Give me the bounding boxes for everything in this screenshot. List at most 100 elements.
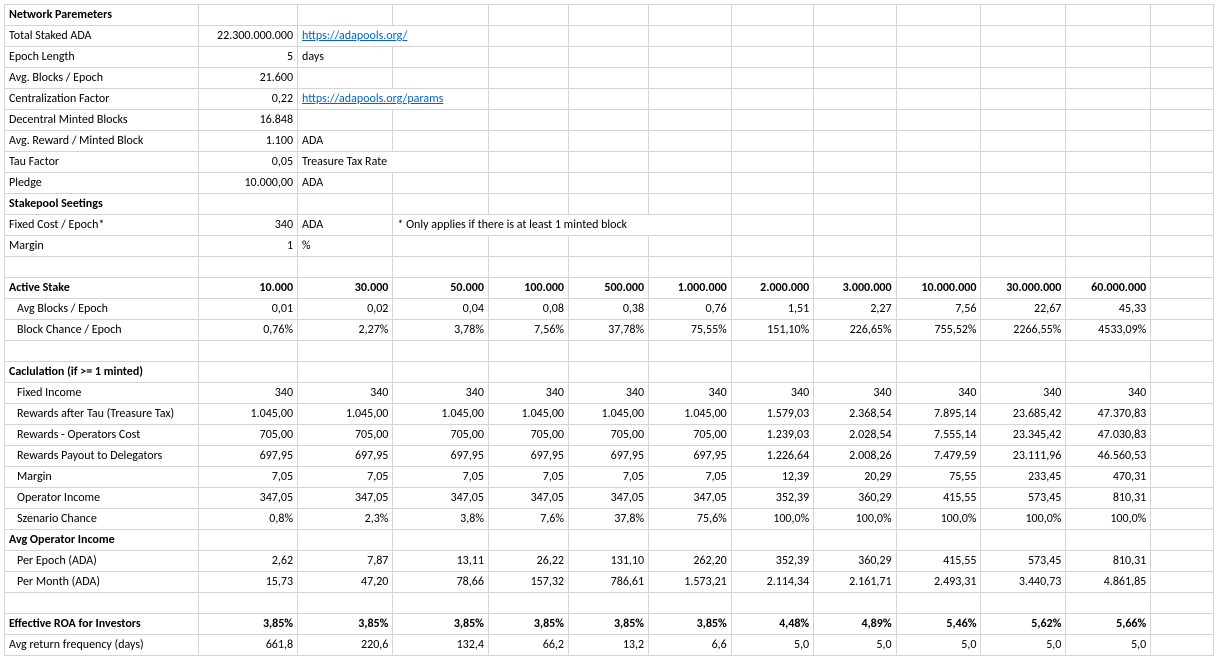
cell: 132,4 (393, 635, 489, 656)
cell: 12,39 (731, 467, 813, 488)
cell: 2,62 (198, 551, 297, 572)
cell: 4,48% (731, 614, 813, 635)
cell: 705,00 (488, 425, 568, 446)
row-fixed-income: Fixed Income 340 340 340 340 340 340 340… (5, 383, 1214, 404)
cell: 1.239,03 (731, 425, 813, 446)
label-margin: Margin (5, 236, 199, 257)
cell: 0,08 (488, 299, 568, 320)
value-tau: 0,05 (198, 152, 297, 173)
stake-header-3: 100.000 (488, 278, 568, 299)
cell: 340 (1066, 383, 1151, 404)
cell: 131,10 (568, 551, 648, 572)
row-block-chance: Block Chance / Epoch 0,76% 2,27% 3,78% 7… (5, 320, 1214, 341)
cell: 4.861,85 (1066, 572, 1151, 593)
cell: 7,05 (488, 467, 568, 488)
value-avg-reward: 1.100 (198, 131, 297, 152)
cell: 1.045,00 (393, 404, 489, 425)
section-network: Network Paremeters (5, 5, 199, 26)
cell: 47,20 (298, 572, 393, 593)
cell: 2.114,34 (731, 572, 813, 593)
stake-header-10: 60.000.000 (1066, 278, 1151, 299)
cell: 2,3% (298, 509, 393, 530)
section-calc: Caclulation (if >= 1 minted) (5, 362, 199, 383)
cell: 100,0% (981, 509, 1066, 530)
cell: 1.045,00 (298, 404, 393, 425)
row-avg-blocks: Avg Blocks / Epoch 0,01 0,02 0,04 0,08 0… (5, 299, 1214, 320)
label: Szenario Chance (5, 509, 199, 530)
cell: 15,73 (198, 572, 297, 593)
cell: 755,52% (896, 320, 981, 341)
cell: 1,51 (731, 299, 813, 320)
cell: 0,02 (298, 299, 393, 320)
label-total-staked: Total Staked ADA (5, 26, 199, 47)
cell: 78,66 (393, 572, 489, 593)
cell: 347,05 (568, 488, 648, 509)
cell: 697,95 (649, 446, 732, 467)
cell: 7.895,14 (896, 404, 981, 425)
cell: 7,05 (198, 467, 297, 488)
unit-avg-reward: ADA (298, 131, 393, 152)
cell: 7,05 (298, 467, 393, 488)
label-central-factor: Centralization Factor (5, 89, 199, 110)
cell: 13,11 (393, 551, 489, 572)
cell: 2,27 (814, 299, 896, 320)
note-fixed-cost: * Only applies if there is at least 1 mi… (393, 215, 731, 236)
unit-fixed-cost: ADA (298, 215, 393, 236)
cell: 1.579,03 (731, 404, 813, 425)
cell: 347,05 (298, 488, 393, 509)
cell: 2.368,54 (814, 404, 896, 425)
spreadsheet-table: Network Paremeters Total Staked ADA 22.3… (4, 4, 1214, 656)
label: Per Epoch (ADA) (5, 551, 199, 572)
label-decentral-blocks: Decentral Minted Blocks (5, 110, 199, 131)
cell: 66,2 (488, 635, 568, 656)
link-adapools[interactable]: https://adapools.org/ (298, 26, 489, 47)
cell: 705,00 (568, 425, 648, 446)
cell: 23.111,96 (981, 446, 1066, 467)
cell: 0,76% (198, 320, 297, 341)
cell: 3,85% (649, 614, 732, 635)
cell: 360,29 (814, 488, 896, 509)
cell: 340 (198, 383, 297, 404)
section-roa: Effective ROA for Investors (5, 614, 199, 635)
cell: 3,8% (393, 509, 489, 530)
label-avg-reward: Avg. Reward / Minted Block (5, 131, 199, 152)
row-roa: Effective ROA for Investors 3,85% 3,85% … (5, 614, 1214, 635)
row-freq: Avg return frequency (days) 661,8 220,6 … (5, 635, 1214, 656)
link-adapools-params[interactable]: https://adapools.org/params (298, 89, 489, 110)
cell: 5,46% (896, 614, 981, 635)
cell: 7,56 (896, 299, 981, 320)
label: Per Month (ADA) (5, 572, 199, 593)
cell: 470,31 (1066, 467, 1151, 488)
cell: 0,76 (649, 299, 732, 320)
cell: 810,31 (1066, 488, 1151, 509)
cell: 661,8 (198, 635, 297, 656)
cell: 5,66% (1066, 614, 1151, 635)
value-epoch-length: 5 (198, 47, 297, 68)
cell: 47.370,83 (1066, 404, 1151, 425)
cell: 3.440,73 (981, 572, 1066, 593)
cell: 2266,55% (981, 320, 1066, 341)
stake-header-7: 3.000.000 (814, 278, 896, 299)
cell: 697,95 (488, 446, 568, 467)
cell: 786,61 (568, 572, 648, 593)
cell: 3,85% (393, 614, 489, 635)
value-pledge: 10.000,00 (198, 173, 297, 194)
cell: 45,33 (1066, 299, 1151, 320)
cell: 340 (649, 383, 732, 404)
cell: 340 (731, 383, 813, 404)
cell: 13,2 (568, 635, 648, 656)
cell: 415,55 (896, 488, 981, 509)
cell: 5,62% (981, 614, 1066, 635)
cell: 37,8% (568, 509, 648, 530)
cell: 5,0 (814, 635, 896, 656)
cell: 340 (393, 383, 489, 404)
cell: 7.555,14 (896, 425, 981, 446)
stake-header-5: 1.000.000 (649, 278, 732, 299)
cell: 47.030,83 (1066, 425, 1151, 446)
unit-margin: % (298, 236, 393, 257)
cell: 340 (568, 383, 648, 404)
stake-header-0: 10.000 (198, 278, 297, 299)
section-avg-op: Avg Operator Income (5, 530, 199, 551)
cell: 23.345,42 (981, 425, 1066, 446)
row-szenario: Szenario Chance 0,8% 2,3% 3,8% 7,6% 37,8… (5, 509, 1214, 530)
